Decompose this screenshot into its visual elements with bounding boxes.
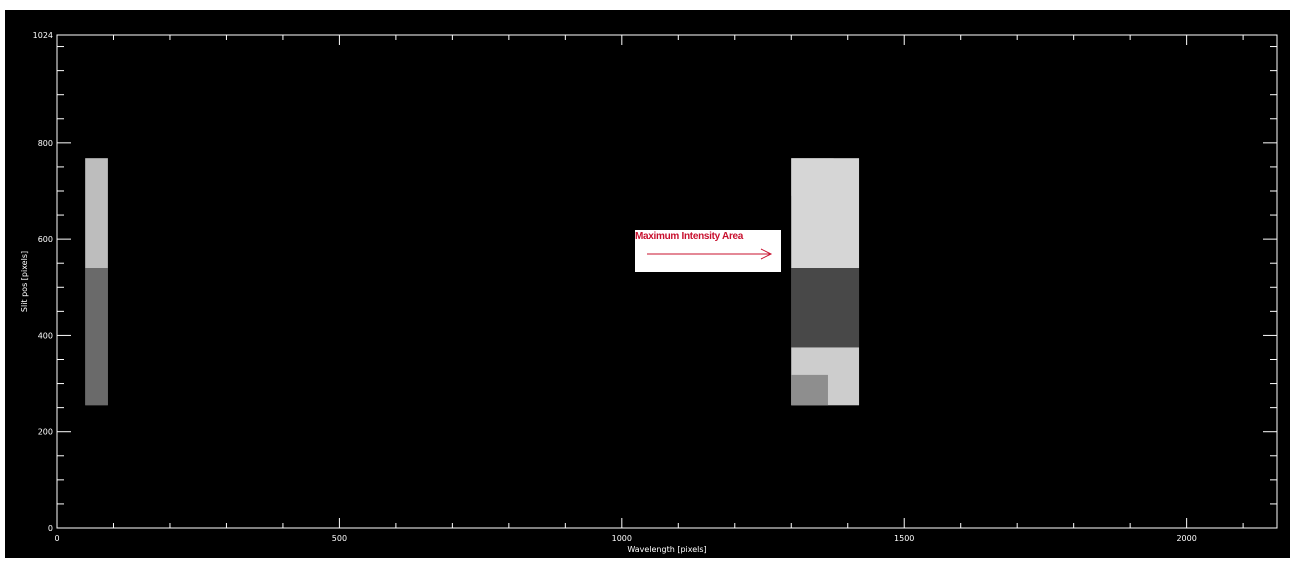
image-band-2-2: [791, 158, 860, 269]
x-axis-label: Wavelength [pixels]: [627, 545, 706, 554]
image-band-2-5: [791, 374, 828, 406]
annotation-text: Maximum Intensity Area: [635, 231, 744, 242]
axes-frame: [56, 34, 1278, 529]
x-tick-label: 2000: [1176, 534, 1196, 543]
y-tick-label: 1024: [33, 31, 53, 40]
x-tick-label: 1500: [894, 534, 914, 543]
x-tick-label: 500: [332, 534, 347, 543]
y-tick-label: 200: [38, 428, 53, 437]
figure: 0 500 1000 1500 2000 0 200 400 600 800 1024 Wavelen…: [5, 10, 1290, 558]
y-tick-label: 600: [38, 235, 53, 244]
annotation-arrow-icon: [647, 248, 773, 260]
image-band-2-3: [791, 268, 860, 348]
x-tick-label: 0: [54, 534, 59, 543]
image-band-1-2: [85, 268, 108, 406]
y-tick-label: 0: [48, 524, 53, 533]
image-band-1-1: [85, 158, 108, 269]
x-tick-label: 1000: [612, 534, 632, 543]
y-tick-label: 800: [38, 139, 53, 148]
y-tick-label: 400: [38, 331, 53, 340]
y-axis-label: Slit pos [pixels]: [20, 251, 29, 312]
plot-area: 0 500 1000 1500 2000 0 200 400 600 800 1024 Wavelen…: [20, 31, 1278, 554]
annotation-box: Maximum Intensity Area: [635, 230, 781, 272]
